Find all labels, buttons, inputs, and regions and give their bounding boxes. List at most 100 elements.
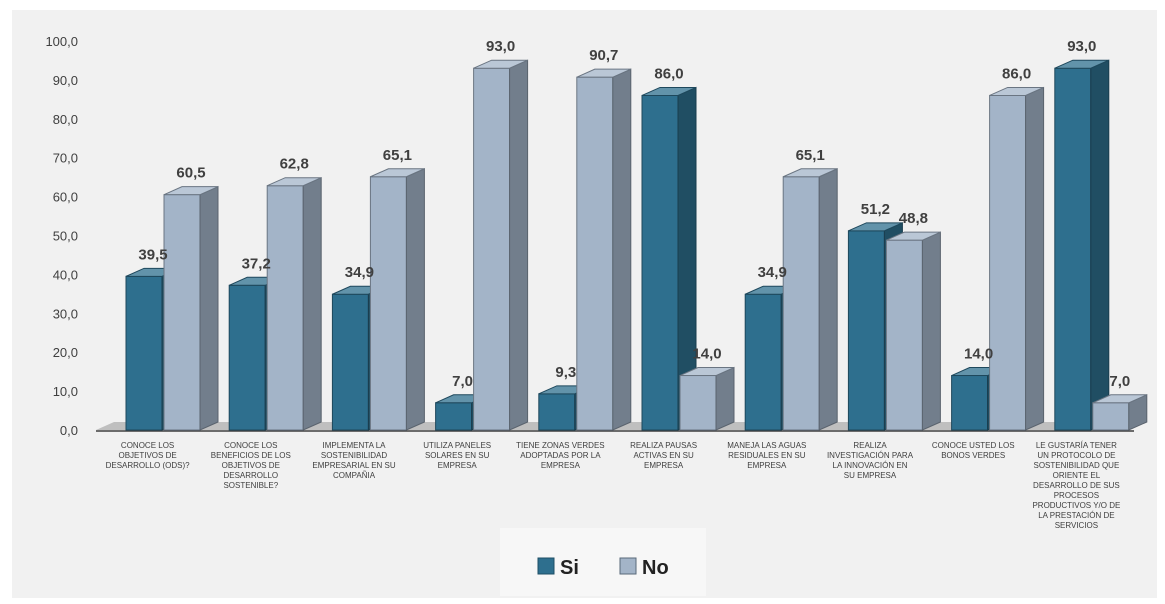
bar-no-10 [1092,394,1148,431]
bar-side [1090,59,1110,431]
data-label-si-7: 34,9 [758,264,787,281]
category-label-3: IMPLEMENTA LA SOSTENIBILIDAD EMPRESARIAL E… [312,441,396,480]
data-label-si-3: 34,9 [345,264,374,281]
bar-top [886,231,941,241]
category-label-8: REALIZA INVESTIGACIÓN PARA LA INNOVACIÓN E… [827,441,914,480]
bar-front [951,375,989,431]
bar-front [1054,67,1092,431]
y-tick-label: 90,0 [53,73,78,88]
legend-swatch-si [537,557,555,575]
bar-top [641,86,697,96]
bar-top [989,86,1044,96]
legend-label-si: Si [560,557,579,579]
legend-label-no: No [642,557,669,579]
bars [125,59,1148,431]
bar-top [679,367,735,377]
data-label-no-10: 7,0 [1109,373,1130,390]
data-label-si-6: 86,0 [654,65,683,82]
bar-no-9 [989,86,1045,431]
bar-no-2 [266,176,322,431]
bar-front [641,94,679,431]
y-axis: 0,0 10,0 20,0 30,0 40,0 50,0 60,0 70,0 80,0 90,0 1… [45,34,78,438]
data-label-no-1: 60,5 [176,165,205,182]
bar-no-3 [369,167,425,431]
data-label-no-3: 65,1 [383,147,412,164]
y-tick-label: 50,0 [53,229,78,244]
bar-front [1092,402,1130,431]
y-tick-label: 70,0 [53,151,78,166]
data-label-no-4: 93,0 [486,38,515,55]
data-label-no-2: 62,8 [280,156,309,173]
bar-side [715,366,735,431]
data-label-no-7: 65,1 [796,147,825,164]
bar-side [405,167,425,431]
y-tick-label: 100,0 [45,34,78,49]
data-label-si-9: 14,0 [964,346,993,363]
legend: Si No [500,528,706,596]
data-label-no-5: 90,7 [589,47,618,64]
bar-front [538,393,576,431]
bar-top [1092,394,1148,404]
bar-top [370,168,425,178]
bar-side [302,176,322,431]
y-tick-label: 80,0 [53,112,78,127]
bar-top [163,186,219,196]
bar-no-6 [679,366,735,431]
data-label-no-8: 48,8 [899,210,928,227]
category-label-10: LE GUSTARÍA TENER UN PROTOCOLO DE SOSTENIB… [1032,441,1120,530]
category-label-4: UTILIZA PANELES SOLARES EN SU EMPRESA [423,441,491,470]
y-tick-label: 0,0 [60,423,78,438]
data-label-si-1: 39,5 [138,246,167,263]
bar-no-7 [782,167,838,431]
category-label-6: REALIZA PAUSAS ACTIVAS EN SU EMPRESA [630,441,697,470]
category-label-2: CONOCE LOS BENEFICIOS DE LOS OBJETIVOS DE D… [211,441,291,490]
bar-front [885,239,923,431]
bar-no-8 [885,231,941,431]
legend-box [500,528,706,596]
bar-side [612,68,632,431]
bar-front [679,375,717,431]
bar-front [576,76,614,431]
bar-side [818,167,838,431]
bar-front [331,293,369,431]
y-tick-label: 40,0 [53,267,78,282]
data-label-si-4: 7,0 [452,373,473,390]
legend-swatch-no [619,557,637,575]
bar-no-1 [163,185,219,431]
data-label-si-10: 93,0 [1067,38,1096,55]
bar-front [782,176,820,431]
bar-top [473,59,528,69]
category-label-9: CONOCE USTED LOS BONOS VERDES [932,441,1015,460]
bar-front [266,185,304,431]
bar-front [125,275,163,431]
bar-front [847,230,885,431]
bar-top [576,68,632,78]
bar-no-5 [576,68,632,431]
bar-top [848,222,903,232]
y-tick-label: 30,0 [53,306,78,321]
category-label-1: CONOCE LOS OBJETIVOS DE DESARROLLO (ODS)? [106,441,191,470]
data-label-si-2: 37,2 [242,255,271,272]
bar-side [509,59,529,431]
bar-front [473,67,511,431]
category-label-5: TIENE ZONAS VERDES ADOPTADAS POR LA EMPRES… [516,441,604,470]
bar-front [989,94,1027,431]
bar-si-6 [641,86,697,431]
data-labels: 39,5 60,5 37,2 62,8 34,9 65,1 7,0 93,0 9,3 90,7 86… [138,38,1130,390]
bar-si-10 [1054,59,1110,431]
category-label-7: MANEJA LAS AGUAS RESIDUALES EN SU EMPRESA [727,441,806,470]
y-tick-label: 20,0 [53,345,78,360]
data-label-no-6: 14,0 [692,346,721,363]
bar-top [782,168,838,178]
data-label-si-5: 9,3 [555,364,576,381]
bar-front [744,293,782,431]
bar-side [1025,86,1045,431]
x-axis-categories: CONOCE LOS OBJETIVOS DE DESARROLLO (ODS)? C… [106,441,1121,530]
y-tick-label: 60,0 [53,190,78,205]
bar-front [435,402,473,431]
bar-top [266,177,322,187]
bar-side [199,185,219,431]
bar-top [1054,59,1110,69]
